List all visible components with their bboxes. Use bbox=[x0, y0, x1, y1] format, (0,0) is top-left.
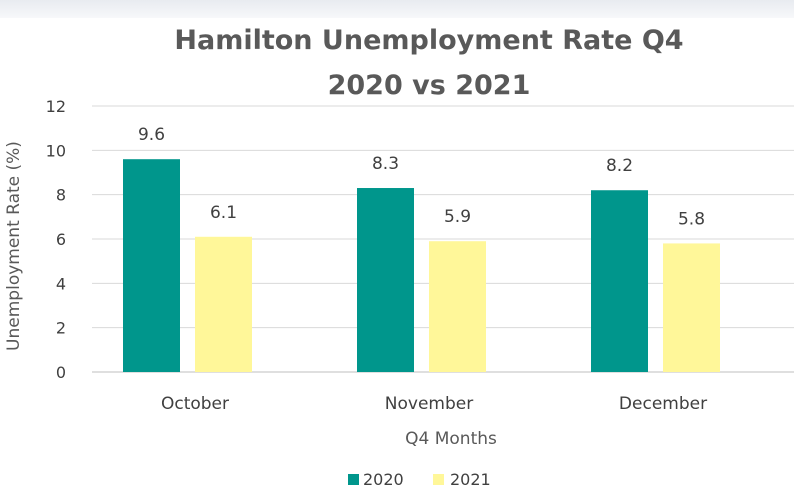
legend-swatch-2020 bbox=[348, 474, 359, 485]
x-axis-title: Q4 Months bbox=[405, 429, 497, 449]
chart-title: Hamilton Unemployment Rate Q4 bbox=[174, 25, 683, 56]
top-band bbox=[0, 0, 794, 18]
bars bbox=[123, 159, 720, 372]
x-category-label-november: November bbox=[385, 394, 473, 414]
data-label-2020-december: 8.2 bbox=[606, 156, 633, 176]
y-tick-label-4: 4 bbox=[56, 274, 66, 293]
y-axis-ticks: 0 2 4 6 8 10 12 bbox=[46, 97, 66, 382]
bar-2020-november bbox=[357, 188, 414, 372]
data-label-2020-november: 8.3 bbox=[372, 154, 399, 174]
legend-label-2020: 2020 bbox=[363, 470, 404, 489]
legend-label-2021: 2021 bbox=[450, 470, 491, 489]
bar-2021-december bbox=[663, 243, 720, 372]
data-label-2021-december: 5.8 bbox=[678, 209, 705, 229]
y-tick-label-8: 8 bbox=[56, 186, 66, 205]
chart-subtitle: 2020 vs 2021 bbox=[328, 70, 531, 101]
y-tick-label-6: 6 bbox=[56, 230, 66, 249]
data-label-2021-november: 5.9 bbox=[444, 207, 471, 227]
x-category-label-october: October bbox=[161, 394, 229, 414]
legend-swatch-2021 bbox=[433, 474, 444, 485]
data-label-2021-october: 6.1 bbox=[210, 203, 237, 223]
y-tick-label-0: 0 bbox=[56, 363, 66, 382]
bar-2020-december bbox=[591, 190, 648, 372]
data-label-2020-october: 9.6 bbox=[138, 125, 165, 145]
x-category-label-december: December bbox=[619, 394, 707, 414]
x-axis-categories: October November December bbox=[161, 394, 707, 414]
y-tick-label-12: 12 bbox=[46, 97, 66, 116]
bar-2021-november bbox=[429, 241, 486, 372]
data-labels: 9.6 6.1 8.3 5.9 8.2 5.8 bbox=[138, 125, 705, 229]
y-tick-label-2: 2 bbox=[56, 319, 66, 338]
bar-2021-october bbox=[195, 236, 252, 372]
legend: 2020 2021 bbox=[348, 470, 491, 489]
bar-2020-october bbox=[123, 159, 180, 372]
y-tick-label-10: 10 bbox=[46, 141, 66, 160]
y-axis-title: Unemployment Rate (%) bbox=[4, 141, 24, 351]
